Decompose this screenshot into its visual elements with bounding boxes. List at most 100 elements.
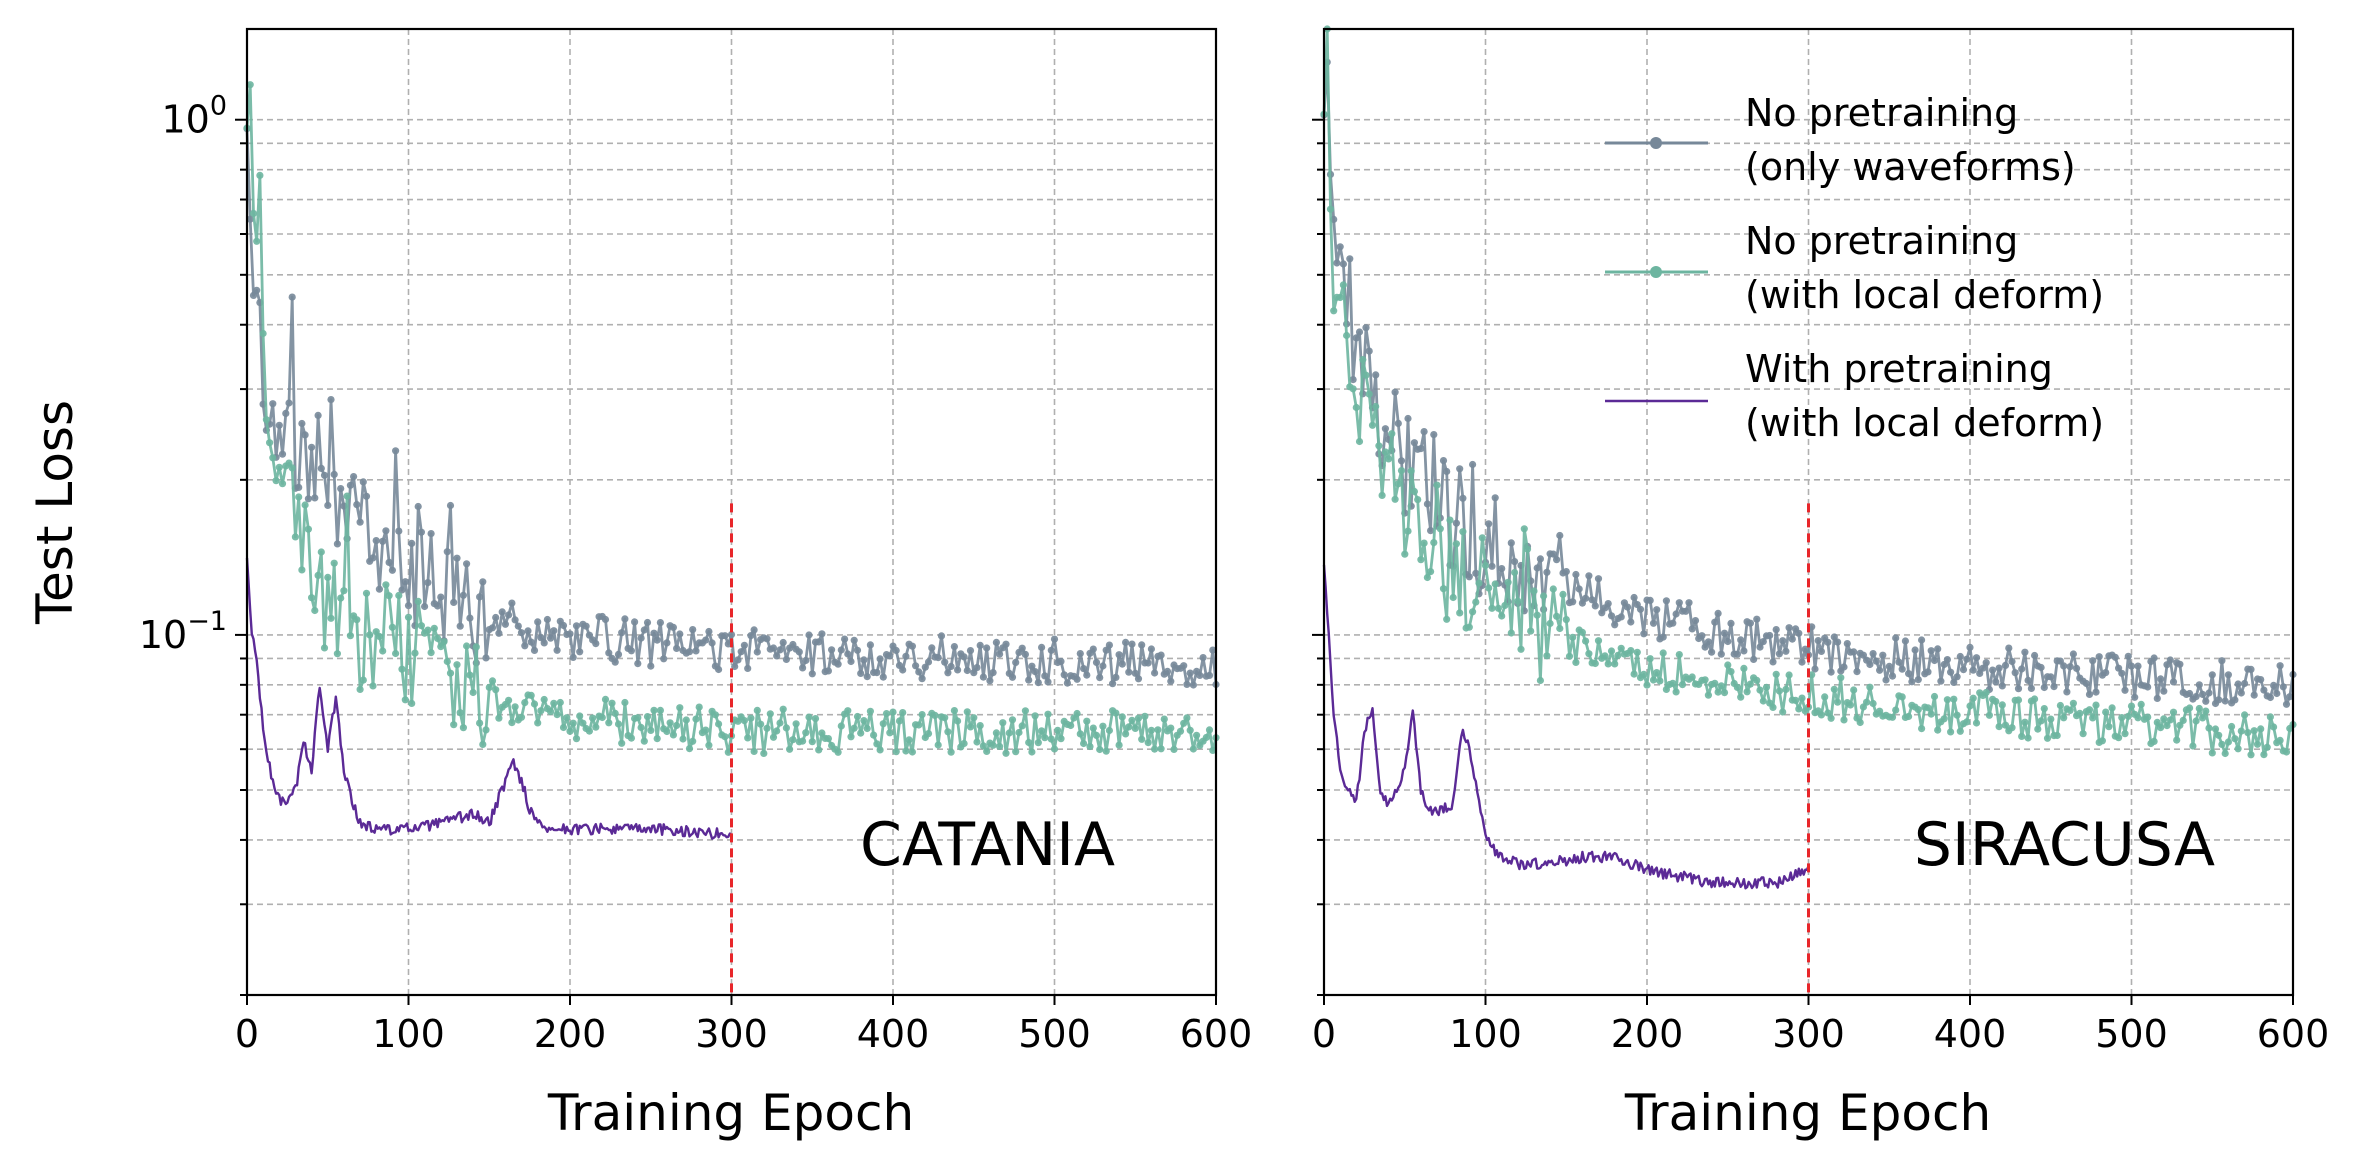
series-marker (692, 647, 700, 655)
series-marker (1209, 746, 1217, 755)
series-marker (1498, 612, 1506, 620)
series-marker (1607, 612, 1616, 620)
series-marker (841, 635, 849, 643)
series-marker (611, 658, 619, 666)
series-marker (1950, 695, 1958, 703)
series-marker (579, 719, 587, 727)
series-marker (1417, 445, 1425, 453)
series-marker (356, 685, 364, 694)
series-marker (850, 636, 858, 644)
series-marker (1349, 376, 1357, 384)
series-marker (598, 713, 606, 722)
series-marker (2095, 653, 2103, 661)
series-marker (1076, 650, 1084, 658)
series-marker (495, 629, 503, 637)
series-marker (685, 648, 694, 656)
series-marker (963, 666, 971, 675)
series-marker (1720, 689, 1729, 697)
series-marker (1850, 648, 1858, 656)
series-marker (1157, 651, 1165, 659)
series-marker (882, 710, 891, 718)
series-marker (537, 634, 545, 642)
series-marker (1611, 621, 1619, 629)
series-marker (1359, 356, 1367, 364)
series-marker (744, 734, 752, 742)
legend-marker-local-deform (1650, 266, 1662, 278)
series-marker (941, 658, 949, 666)
series-marker (1872, 657, 1880, 665)
series-marker (1086, 742, 1094, 751)
series-marker (1869, 699, 1877, 708)
series-marker (1427, 527, 1435, 535)
series-marker (589, 714, 597, 722)
series-marker (1083, 717, 1091, 725)
series-marker (986, 677, 994, 685)
series-marker (375, 585, 383, 593)
series-marker (656, 619, 665, 627)
series-marker (837, 722, 845, 730)
series-marker (1391, 388, 1399, 396)
series-marker (1905, 670, 1913, 678)
series-marker (912, 662, 920, 670)
series-marker (2011, 669, 2019, 677)
series-marker (1682, 607, 1690, 615)
series-marker (1343, 331, 1351, 340)
series-marker (1643, 681, 1651, 689)
series-marker (1801, 645, 1809, 653)
series-marker (601, 615, 610, 624)
series-marker (747, 632, 755, 640)
series-marker (860, 656, 868, 664)
series-marker (2192, 717, 2200, 725)
series-marker (1717, 650, 1725, 658)
series-marker (2137, 700, 2145, 709)
series-marker (2043, 734, 2052, 742)
series-marker (2250, 691, 2258, 699)
series-marker (818, 729, 826, 737)
series-marker (275, 463, 283, 471)
series-marker (2050, 683, 2058, 691)
series-marker (1205, 671, 1214, 680)
series-marker (685, 745, 694, 753)
series-marker (1992, 697, 2000, 706)
series-marker (2008, 724, 2016, 732)
series-marker (1122, 638, 1130, 647)
series-marker (640, 626, 648, 634)
y-axis-label: Test Loss (26, 400, 84, 625)
series-marker (1578, 628, 1586, 637)
series-marker (1410, 439, 1418, 447)
series-marker (320, 471, 329, 479)
series-marker (1656, 677, 1664, 685)
series-marker (2282, 700, 2291, 708)
series-marker (876, 746, 884, 754)
series-marker (1982, 688, 1990, 697)
series-marker (1688, 673, 1696, 681)
series-marker (1947, 668, 1955, 676)
series-marker (592, 640, 600, 648)
series-marker (2257, 676, 2265, 684)
series-marker (1675, 599, 1683, 607)
series-marker (1963, 655, 1971, 663)
series-marker (1008, 716, 1017, 724)
series-marker (1714, 609, 1722, 618)
series-marker (450, 598, 458, 607)
series-marker (1511, 558, 1519, 566)
series-marker (692, 715, 700, 723)
series-marker (1869, 650, 1877, 658)
series-marker (1879, 651, 1887, 659)
series-marker (766, 710, 774, 718)
series-marker (1727, 668, 1735, 676)
series-marker (2173, 736, 2181, 744)
series-marker (269, 454, 277, 462)
series-marker (1420, 428, 1428, 436)
series-marker (1465, 573, 1473, 581)
series-marker (1724, 637, 1732, 646)
series-marker (656, 706, 665, 715)
series-marker (1691, 617, 1700, 625)
series-marker (2124, 712, 2132, 720)
series-marker (1002, 749, 1010, 757)
series-marker (2250, 727, 2258, 735)
series-marker (1824, 638, 1832, 646)
series-marker (634, 714, 642, 722)
series-marker (996, 650, 1004, 658)
series-marker (737, 648, 745, 656)
